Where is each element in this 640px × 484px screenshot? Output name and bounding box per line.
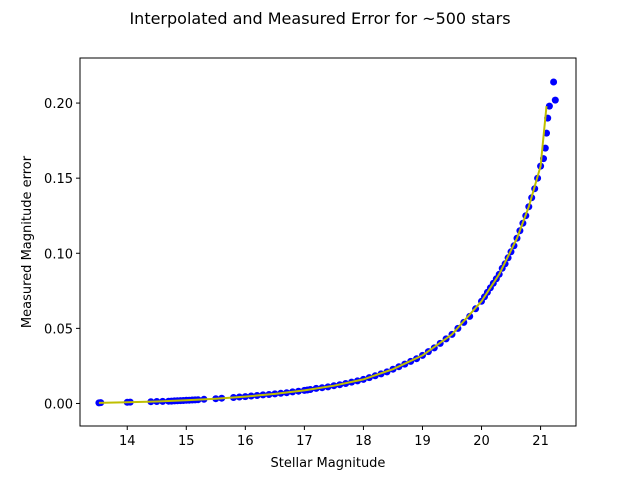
axes-frame: [79, 57, 577, 427]
chart-title: Interpolated and Measured Error for ~500…: [129, 9, 510, 28]
y-tick-label: 0.10: [44, 247, 73, 262]
x-tick-label: 19: [414, 434, 431, 449]
x-axis: 14 15 16 17 18 19 20 21: [119, 426, 549, 449]
x-tick-label: 15: [178, 434, 195, 449]
x-tick-label: 20: [473, 434, 490, 449]
y-tick-label: 0.05: [44, 322, 73, 337]
data-point: [545, 102, 553, 110]
y-tick-label: 0.00: [44, 397, 73, 412]
plot-area: [95, 78, 559, 407]
data-point: [551, 96, 559, 104]
x-tick-label: 14: [119, 434, 136, 449]
y-axis-label: Measured Magnitude error: [20, 155, 35, 328]
data-point: [541, 144, 549, 152]
y-tick-label: 0.20: [44, 97, 73, 112]
data-point: [550, 78, 558, 86]
x-tick-label: 18: [355, 434, 372, 449]
interpolated-line: [98, 106, 548, 404]
y-tick-label: 0.15: [44, 172, 73, 187]
x-tick-label: 17: [296, 434, 313, 449]
x-axis-label: Stellar Magnitude: [271, 456, 386, 471]
x-tick-label: 16: [237, 434, 254, 449]
x-tick-label: 21: [532, 434, 549, 449]
y-axis: 0.00 0.05 0.10 0.15 0.20: [44, 97, 80, 412]
data-point: [466, 312, 474, 320]
